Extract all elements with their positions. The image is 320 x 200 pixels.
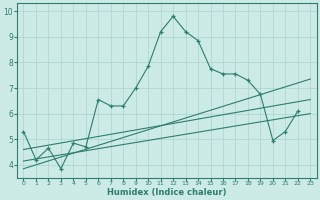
X-axis label: Humidex (Indice chaleur): Humidex (Indice chaleur)	[107, 188, 227, 197]
